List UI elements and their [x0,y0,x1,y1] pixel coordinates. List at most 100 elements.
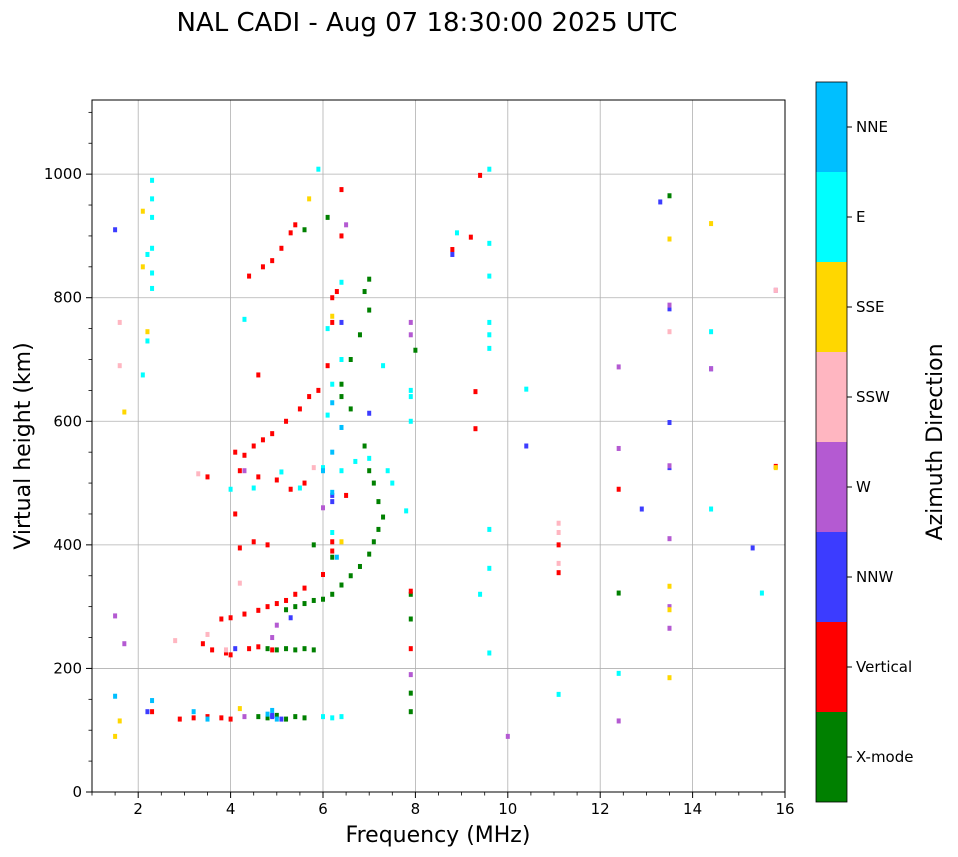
data-point-vertical [265,542,270,548]
data-point-x-mode [302,601,307,607]
data-point-vertical [316,387,321,393]
data-point-vertical [256,474,261,480]
colorbar-label-ssw: SSW [856,388,890,406]
data-point-e [251,485,256,491]
data-point-e [316,166,321,172]
data-point-vertical [293,591,298,597]
data-point-x-mode [311,542,316,548]
data-point-x-mode [302,227,307,233]
data-point-x-mode [357,563,362,569]
data-point-vertical [293,222,298,228]
data-point-x-mode [339,394,344,400]
data-point-e [367,455,372,461]
data-point-e [487,650,492,656]
data-point-e [709,329,714,335]
data-point-sse [667,236,672,242]
data-point-w [242,714,247,720]
data-point-nnw [113,227,118,233]
data-point-vertical [288,486,293,492]
data-point-e [150,196,155,202]
data-point-x-mode [376,526,381,532]
colorbar-segment [816,622,847,712]
data-point-x-mode [408,690,413,696]
data-point-e [339,357,344,362]
data-point-vertical [191,715,196,721]
data-point-vertical [302,585,307,591]
data-point-x-mode [330,591,335,597]
data-point-e [487,273,492,279]
data-point-x-mode [362,443,367,449]
data-point-nnw [658,199,663,205]
data-point-ssw [556,560,561,566]
colorbar-segment [816,352,847,442]
data-point-vertical [450,247,455,253]
data-point-e [385,468,390,474]
data-point-w [408,672,413,678]
data-point-nne [205,716,210,722]
data-point-e [408,418,413,424]
data-point-e [390,480,395,486]
data-point-x-mode [339,381,344,387]
data-point-e [297,485,302,491]
data-point-vertical [330,295,335,301]
data-point-w [667,463,672,469]
data-point-w [113,613,118,619]
x-tick-label: 10 [498,800,517,818]
data-point-nnw [330,492,335,498]
data-point-x-mode [265,715,270,721]
data-point-x-mode [357,332,362,338]
data-point-x-mode [408,709,413,715]
data-point-nnw [750,545,755,551]
data-point-w [274,622,279,628]
data-point-w [667,302,672,308]
data-point-e [145,251,150,257]
data-point-sse [237,706,242,712]
data-point-x-mode [367,468,372,474]
data-point-ssw [223,647,228,653]
colorbar-frame [815,81,848,803]
data-point-e [404,508,409,514]
data-point-nnw [367,410,372,416]
data-point-x-mode [667,193,672,199]
data-point-x-mode [274,712,279,718]
data-point-sse [122,409,127,415]
data-point-vertical [270,647,275,653]
data-point-e [321,714,325,720]
data-point-nnw [233,646,238,652]
data-point-nne [274,716,279,722]
data-point-vertical [242,611,247,617]
colorbar-label-x-mode: X-mode [856,748,913,766]
data-point-x-mode [293,604,298,610]
data-point-sse [709,221,714,227]
data-point-vertical [256,644,261,650]
data-point-e [150,177,155,183]
x-tick-label: 4 [226,800,236,818]
y-tick-label: 200 [53,659,82,677]
data-point-x-mode [265,646,270,652]
data-point-vertical [260,264,265,270]
data-point-vertical [339,233,344,239]
data-point-nne [330,449,335,455]
data-point-vertical [274,601,279,607]
data-point-vertical [200,641,205,647]
data-point-e [321,465,325,471]
data-point-w [667,536,672,542]
data-point-e [759,590,764,596]
colorbar-segment [816,82,847,172]
x-axis-label: Frequency (MHz) [346,823,531,848]
data-point-ssw [773,287,778,293]
colorbar-segment [816,712,847,802]
data-point-w [709,366,714,372]
data-point-vertical [256,372,261,378]
data-point-ssw [667,329,672,335]
data-point-x-mode [330,554,335,560]
data-point-sse [140,264,145,270]
data-point-e [228,486,233,492]
data-point-nnw [339,319,344,325]
data-point-vertical [251,539,256,545]
data-point-vertical [223,650,228,656]
data-point-e [150,285,155,291]
x-tick-label: 12 [591,800,610,818]
data-point-x-mode [311,647,316,653]
data-point-e [487,240,492,246]
